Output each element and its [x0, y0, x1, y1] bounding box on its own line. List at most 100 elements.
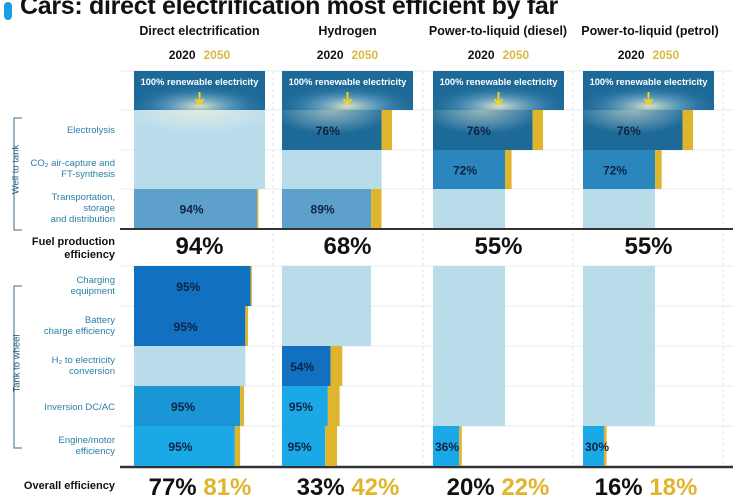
bar-2020: [134, 150, 265, 189]
fuel-production-direct: 94%: [175, 233, 224, 260]
year-legend-direct: 2020 2050: [134, 48, 265, 62]
bar-2020: [134, 426, 235, 466]
row-label-line: Charging: [76, 275, 115, 286]
step-efficiency-label: 95%: [176, 280, 200, 294]
bar-glow: [282, 110, 382, 150]
bar-2020: [282, 150, 382, 189]
year-2020-label: 2020: [467, 48, 495, 62]
year-2020-label: 2020: [617, 48, 645, 62]
step-efficiency-label: 76%: [467, 124, 491, 138]
fuel-production-label: Fuel production efficiency: [32, 236, 115, 262]
well-to-tank-bracket: [13, 117, 22, 231]
down-arrow-icon: [643, 92, 654, 106]
row-label-line: efficiency: [75, 446, 115, 457]
column-header-ptl-petrol: Power-to-liquid (petrol): [581, 24, 719, 38]
year-2050-label: 2050: [652, 48, 680, 62]
bar-2020: [134, 306, 246, 346]
row-label-line: Electrolysis: [66, 124, 115, 136]
source-label: 100% renewable electricity: [141, 77, 260, 87]
bar-2020: [282, 426, 326, 466]
row-label-line: FT-synthesis: [61, 169, 115, 180]
bar-2050-gain: [257, 189, 259, 228]
column-header-direct: Direct electrification: [139, 24, 260, 38]
bar-2020: [433, 306, 506, 346]
step-efficiency-label: 95%: [168, 440, 192, 454]
row-label-line: Battery: [84, 315, 115, 326]
bar-2020: [134, 346, 246, 386]
bar-2050-gain: [245, 306, 248, 346]
year-2050-label: 2050: [203, 48, 231, 62]
fuel-production-ptl-diesel: 55%: [474, 233, 523, 260]
overall-hydrogen: 33% 42%: [268, 474, 428, 502]
step-efficiency-label: 36%: [435, 440, 459, 454]
row-label-line: conversion: [69, 366, 115, 377]
bar-2050-gain: [603, 426, 607, 466]
bar-2050-gain: [682, 110, 694, 150]
bar-2050-gain: [327, 386, 340, 426]
step-efficiency-label: 95%: [288, 440, 312, 454]
bar-2020: [433, 150, 506, 189]
group-label-tank-to-wheel: Tank to wheel: [11, 334, 23, 393]
step-efficiency-label: 76%: [316, 124, 340, 138]
row-label-line: Engine/motor: [58, 435, 115, 446]
step-efficiency-label: 95%: [171, 400, 195, 414]
year-2020-label: 2020: [316, 48, 344, 62]
bar-2020: [433, 189, 506, 228]
row-label-co2: CO₂ air-capture and FT-synthesis: [31, 158, 115, 180]
bar-2020: [583, 426, 604, 466]
bar-2020: [134, 386, 241, 426]
bar-2020: [134, 266, 251, 306]
tank-to-wheel-bracket: [13, 285, 22, 449]
row-label-engine: Engine/motor efficiency: [58, 435, 115, 457]
bar-2050-gain: [325, 426, 338, 466]
fuel-production-label-line1: Fuel production: [31, 236, 115, 248]
down-arrow-icon: [493, 92, 504, 106]
bar-2050-gain: [459, 426, 462, 466]
bar-2050-gain: [532, 110, 544, 150]
bar-labels-layer: 100% renewable electricity 94% 95% 95% 95% 95…: [141, 77, 709, 454]
step-efficiency-label: 76%: [617, 124, 641, 138]
bar-glow: [583, 110, 683, 150]
bar-2020: [282, 306, 372, 346]
fuel-production-hydrogen: 68%: [323, 233, 372, 260]
overall-ptl-diesel: 20% 22%: [418, 474, 578, 502]
year-2050-label: 2050: [502, 48, 530, 62]
step-efficiency-label: 95%: [174, 320, 198, 334]
bar-2020: [433, 426, 460, 466]
bar-2020: [282, 189, 372, 228]
bar-glow: [433, 110, 533, 150]
row-label-line: Transportation,: [51, 191, 115, 203]
row-label-electrolysis: Electrolysis: [67, 125, 115, 136]
fuel-production-ptl-petrol: 55%: [624, 233, 673, 260]
row-label-line: H₂ to electricity: [51, 355, 115, 366]
bar-2050-gain: [250, 266, 252, 306]
year-legend-hydrogen: 2020 2050: [282, 48, 413, 62]
bar-2020: [583, 306, 656, 346]
bar-2020: [433, 346, 506, 386]
group-label-well-to-tank: Well to tank: [10, 144, 22, 195]
bar-2050-gain: [655, 150, 662, 189]
bar-2050-gain: [505, 150, 512, 189]
bar-2020: [282, 266, 372, 306]
efficiency-chart: 100% renewable electricity 94% 95% 95% 95% 95…: [13, 70, 733, 469]
column-header-hydrogen: Hydrogen: [318, 24, 377, 38]
row-label-line: CO₂ air-capture and: [30, 158, 115, 169]
overall-ptl-petrol: 16% 18%: [566, 474, 726, 502]
row-label-line: charge efficiency: [43, 326, 115, 337]
bar-2020: [134, 189, 258, 228]
row-label-line: and distribution: [50, 213, 115, 225]
bar-2020: [583, 386, 656, 426]
source-label: 100% renewable electricity: [289, 77, 408, 87]
year-2020-label: 2020: [168, 48, 196, 62]
row-label-line: equipment: [70, 286, 115, 297]
bar-2020: [282, 346, 331, 386]
chart-title: Cars: direct electrification most effici…: [20, 0, 558, 20]
down-arrow-icon: [342, 92, 353, 106]
step-efficiency-label: 54%: [290, 360, 314, 374]
bar-2050-gain: [371, 189, 382, 228]
bar-2020: [433, 386, 506, 426]
step-efficiency-label: 72%: [603, 164, 627, 178]
row-label-line: Inversion DC/AC: [44, 401, 115, 413]
row-label-charging: Charging equipment: [71, 275, 115, 297]
bar-2050-gain: [240, 386, 245, 426]
